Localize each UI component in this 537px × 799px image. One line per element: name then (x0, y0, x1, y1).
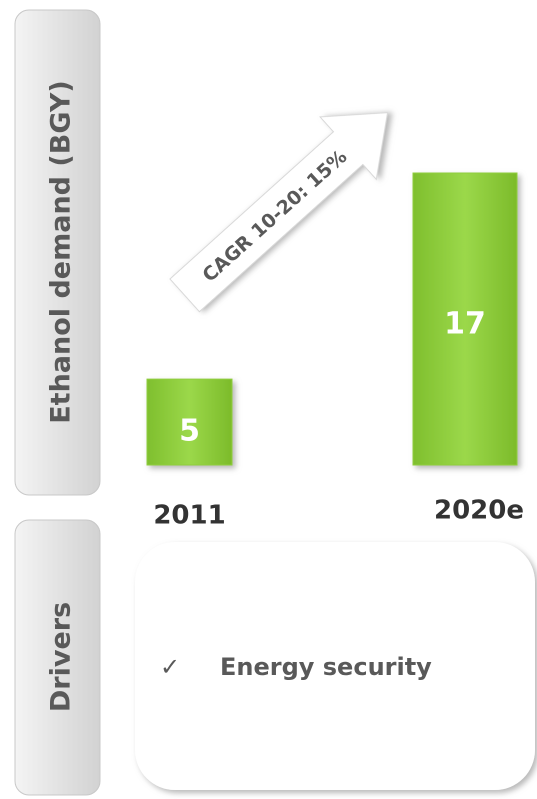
cagr-arrow: CAGR 10-20: 15% (169, 112, 389, 313)
axis-panel (14, 9, 101, 496)
bar (412, 172, 518, 466)
bullet: ✓ (160, 653, 180, 681)
drivers-panel (14, 519, 101, 796)
bar (146, 378, 233, 466)
x-tick-label: 2020e (434, 496, 524, 526)
data-label: 17 (444, 306, 486, 341)
data-label: 5 (179, 414, 200, 449)
annotation: CAGR 10-20: 15% (198, 146, 351, 287)
driver-item: Energy security (220, 653, 432, 681)
y-axis-label: Ethanol demand (BGY) (46, 80, 77, 424)
drivers-label: Drivers (46, 602, 77, 712)
arrow-shape (169, 112, 389, 313)
x-tick-label: 2011 (153, 501, 225, 531)
drivers-box (135, 542, 535, 790)
